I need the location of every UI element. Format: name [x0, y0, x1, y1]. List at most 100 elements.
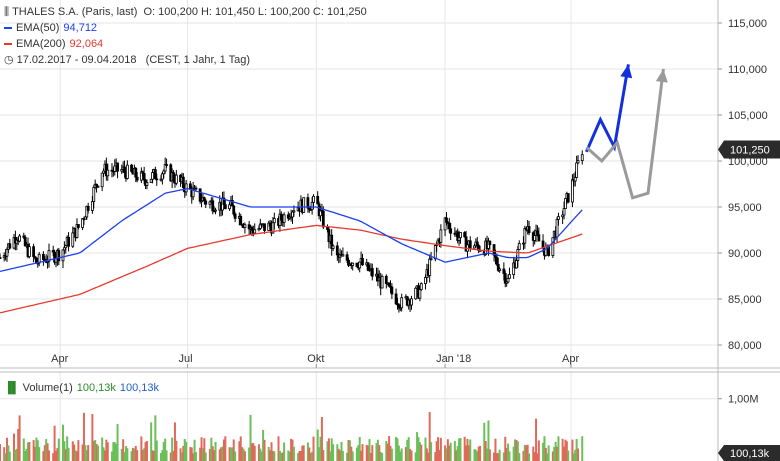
volume-bar	[448, 445, 451, 461]
volume-bar	[553, 446, 556, 461]
ema50-legend[interactable]: EMA(50) 94,712	[4, 20, 97, 36]
candle-body	[515, 260, 518, 269]
candle-body	[214, 209, 217, 212]
candle-body	[181, 176, 185, 188]
volume-bar	[249, 414, 252, 461]
volume-bar	[416, 432, 419, 461]
time-axis-ticks: Apr Jul Okt Jan '18 Apr	[51, 353, 579, 368]
volume-bar	[102, 447, 105, 461]
candle-body	[424, 277, 427, 285]
volume-bar	[74, 450, 77, 461]
candle-body	[361, 258, 364, 266]
volume-bar	[505, 447, 508, 461]
candle-body	[61, 249, 65, 262]
last-volume-badge	[718, 445, 780, 461]
ema200-legend[interactable]: EMA(200) 92,064	[4, 36, 103, 52]
volume-bar	[348, 440, 351, 461]
candle-body	[18, 235, 21, 242]
volume-bar	[330, 438, 333, 461]
candle-body	[463, 232, 467, 238]
candle-body	[555, 219, 559, 238]
candle-body	[508, 274, 511, 279]
x-tick-label: Apr	[562, 353, 579, 365]
volume-bar	[389, 446, 392, 461]
volume-bar	[96, 445, 99, 461]
candle-body	[517, 243, 521, 250]
candle-body	[135, 176, 139, 181]
candle-body	[123, 166, 126, 173]
volume-bar	[75, 451, 78, 461]
candle-body	[488, 240, 492, 245]
volume-bar	[474, 449, 477, 461]
volume-bar	[155, 440, 158, 461]
volume-bar	[22, 438, 25, 461]
volume-bar	[273, 451, 276, 461]
forecast-arrow-line	[585, 68, 665, 200]
volume-bars	[0, 412, 584, 461]
volume-bar	[199, 447, 202, 461]
volume-bar	[106, 442, 109, 461]
volume-bar	[320, 417, 323, 461]
volume-bar	[326, 441, 329, 461]
volume-bar	[567, 450, 570, 461]
volume-bar	[336, 444, 339, 461]
volume-bar	[133, 448, 136, 461]
volume-bar	[577, 448, 580, 461]
volume-bar	[290, 438, 293, 461]
volume-bar	[277, 436, 280, 461]
volume-bar	[32, 440, 35, 461]
volume-bar	[395, 437, 398, 461]
volume-bar	[190, 447, 193, 461]
volume-bar	[124, 446, 127, 461]
candle-body	[291, 211, 294, 218]
volume-bar	[101, 437, 104, 461]
candle-body	[198, 188, 202, 202]
volume-bar	[94, 440, 97, 461]
volume-bar	[575, 438, 578, 461]
volume-bar	[260, 451, 263, 461]
candle-body	[76, 224, 80, 228]
volume-bar	[126, 448, 129, 461]
volume-bar	[73, 444, 76, 461]
candle-body	[41, 254, 45, 260]
volume-bar	[312, 436, 315, 461]
candle-body	[449, 228, 453, 234]
volume-bar	[466, 439, 469, 461]
volume-bar	[84, 445, 87, 461]
volume-bar	[420, 444, 423, 461]
instrument-header: ⫼ THALES S.A. (Paris, last) O: 100,200 H:…	[4, 4, 367, 20]
volume-bar	[477, 446, 480, 461]
candle-body	[239, 215, 243, 225]
volume-bar	[523, 444, 526, 461]
volume-bar	[397, 445, 400, 461]
candle-body	[162, 170, 166, 175]
volume-bar	[512, 446, 515, 461]
volume-bar	[522, 450, 525, 461]
volume-bar	[165, 450, 168, 461]
ema200-line	[0, 224, 583, 314]
volume-bar	[554, 441, 557, 461]
volume-bar	[292, 446, 295, 461]
volume-bar	[459, 437, 462, 461]
candle-body	[492, 244, 496, 256]
volume-bar	[418, 442, 421, 461]
volume-value-green: 100,13k	[76, 382, 116, 394]
volume-bar	[473, 449, 476, 461]
volume-bar	[234, 451, 237, 461]
candle-body	[96, 185, 100, 188]
candle-body	[573, 177, 577, 182]
volume-bar	[54, 450, 57, 461]
y-tick-label: 100,000	[728, 156, 768, 168]
volume-bar	[36, 440, 39, 461]
y-tick-label: 80,000	[728, 340, 762, 352]
volume-bar	[427, 452, 430, 461]
volume-bar	[140, 436, 143, 461]
volume-bar	[57, 438, 60, 461]
candle-body	[414, 287, 418, 300]
volume-bar	[53, 425, 56, 461]
candle-body	[447, 222, 451, 230]
volume-bar	[218, 449, 221, 461]
volume-bar	[82, 412, 85, 461]
volume-bar	[444, 445, 447, 461]
